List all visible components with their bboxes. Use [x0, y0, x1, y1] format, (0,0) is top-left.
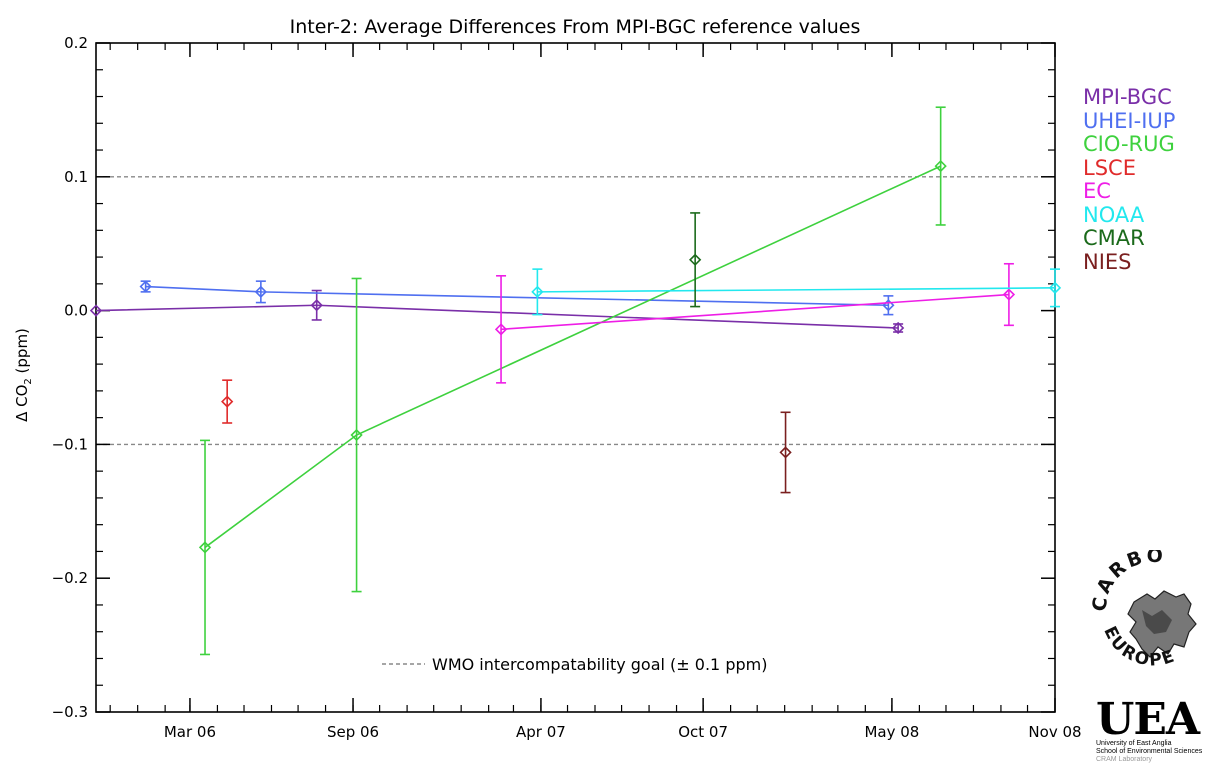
data-point-noaa — [1048, 281, 1062, 294]
series-cio-rug — [198, 106, 947, 656]
legend-item-cmar: CMAR — [1083, 226, 1145, 250]
uea-line-school: School of Environmental Sciences — [1096, 748, 1203, 755]
uea-line-university: University of East Anglia — [1096, 740, 1172, 747]
series-uhei-iup — [139, 280, 895, 316]
series-layer — [89, 106, 1062, 656]
legend: MPI-BGC UHEI-IUP CIO-RUG LSCE EC NOAA CM… — [1083, 85, 1176, 274]
series-nies — [779, 411, 792, 494]
uea-wordmark: UEA — [1096, 694, 1200, 745]
legend-item-mpi-bgc: MPI-BGC — [1083, 85, 1172, 109]
data-point-cio-rug — [350, 428, 363, 442]
data-point-uhei-iup — [254, 285, 267, 298]
series-cmar — [689, 212, 702, 308]
data-point-mpi-bgc — [89, 304, 103, 317]
y-tick-label: 0.1 — [64, 168, 88, 186]
data-point-nies — [779, 446, 792, 459]
series-line-mpi-bgc — [95, 304, 899, 329]
y-tick-label: 0.2 — [64, 34, 88, 52]
series-mpi-bgc — [89, 289, 905, 335]
data-point-ec — [494, 323, 508, 336]
y-tick-label: −0.3 — [52, 703, 88, 721]
reference-lines — [96, 176, 1055, 446]
x-tick-label: Oct 07 — [678, 723, 728, 741]
data-point-noaa — [531, 285, 544, 298]
legend-item-noaa: NOAA — [1083, 202, 1145, 227]
y-tick-label: −0.2 — [52, 569, 88, 587]
series-line-cio-rug — [204, 165, 941, 549]
legend-item-ec: EC — [1083, 179, 1111, 203]
legend-item-lsce: LSCE — [1083, 155, 1136, 180]
europe-map-detail — [1142, 610, 1172, 634]
data-point-cmar — [689, 253, 702, 266]
x-tick-label: Sep 06 — [327, 723, 379, 741]
x-tick-label: May 08 — [864, 723, 919, 741]
data-point-cio-rug — [934, 159, 947, 173]
legend-item-uhei-iup: UHEI-IUP — [1083, 108, 1176, 133]
data-point-uhei-iup — [139, 280, 152, 293]
x-tick-label: Apr 07 — [516, 723, 566, 741]
series-ec — [494, 262, 1016, 384]
carboeurope-logo: CARBO EUROPE — [1092, 550, 1197, 671]
legend-item-nies: NIES — [1083, 249, 1132, 274]
y-tick-label: 0.0 — [64, 302, 88, 320]
axes: −0.3 −0.2 −0.1 0.0 0.1 0.2 Mar 06 Sep 06 Apr 07 O… — [52, 34, 1082, 741]
data-point-cio-rug — [198, 541, 212, 554]
uea-line-lab: CRAM Laboratory — [1096, 756, 1153, 763]
series-noaa — [531, 268, 1062, 316]
series-line-ec — [500, 293, 1009, 331]
y-tick-label: −0.1 — [52, 435, 88, 453]
series-line-noaa — [537, 287, 1056, 293]
x-tick-label: Nov 08 — [1028, 723, 1081, 741]
data-point-mpi-bgc — [310, 299, 323, 312]
x-tick-label: Mar 06 — [164, 723, 216, 741]
legend-item-cio-rug: CIO-RUG — [1083, 132, 1175, 156]
series-lsce — [221, 379, 234, 424]
data-point-mpi-bgc — [891, 321, 905, 335]
plot-frame — [95, 42, 1056, 713]
reference-line-legend-label: WMO intercompatability goal (± 0.1 ppm) — [432, 655, 767, 674]
data-point-ec — [1002, 288, 1016, 301]
data-point-lsce — [221, 395, 234, 408]
chart-title: Inter-2: Average Differences From MPI-BG… — [290, 16, 861, 38]
reference-line-legend: WMO intercompatability goal (± 0.1 ppm) — [382, 655, 767, 674]
uea-logo: UEA University of East Anglia School of … — [1096, 694, 1216, 766]
y-axis-label: Δ CO2 (ppm) — [13, 328, 34, 422]
